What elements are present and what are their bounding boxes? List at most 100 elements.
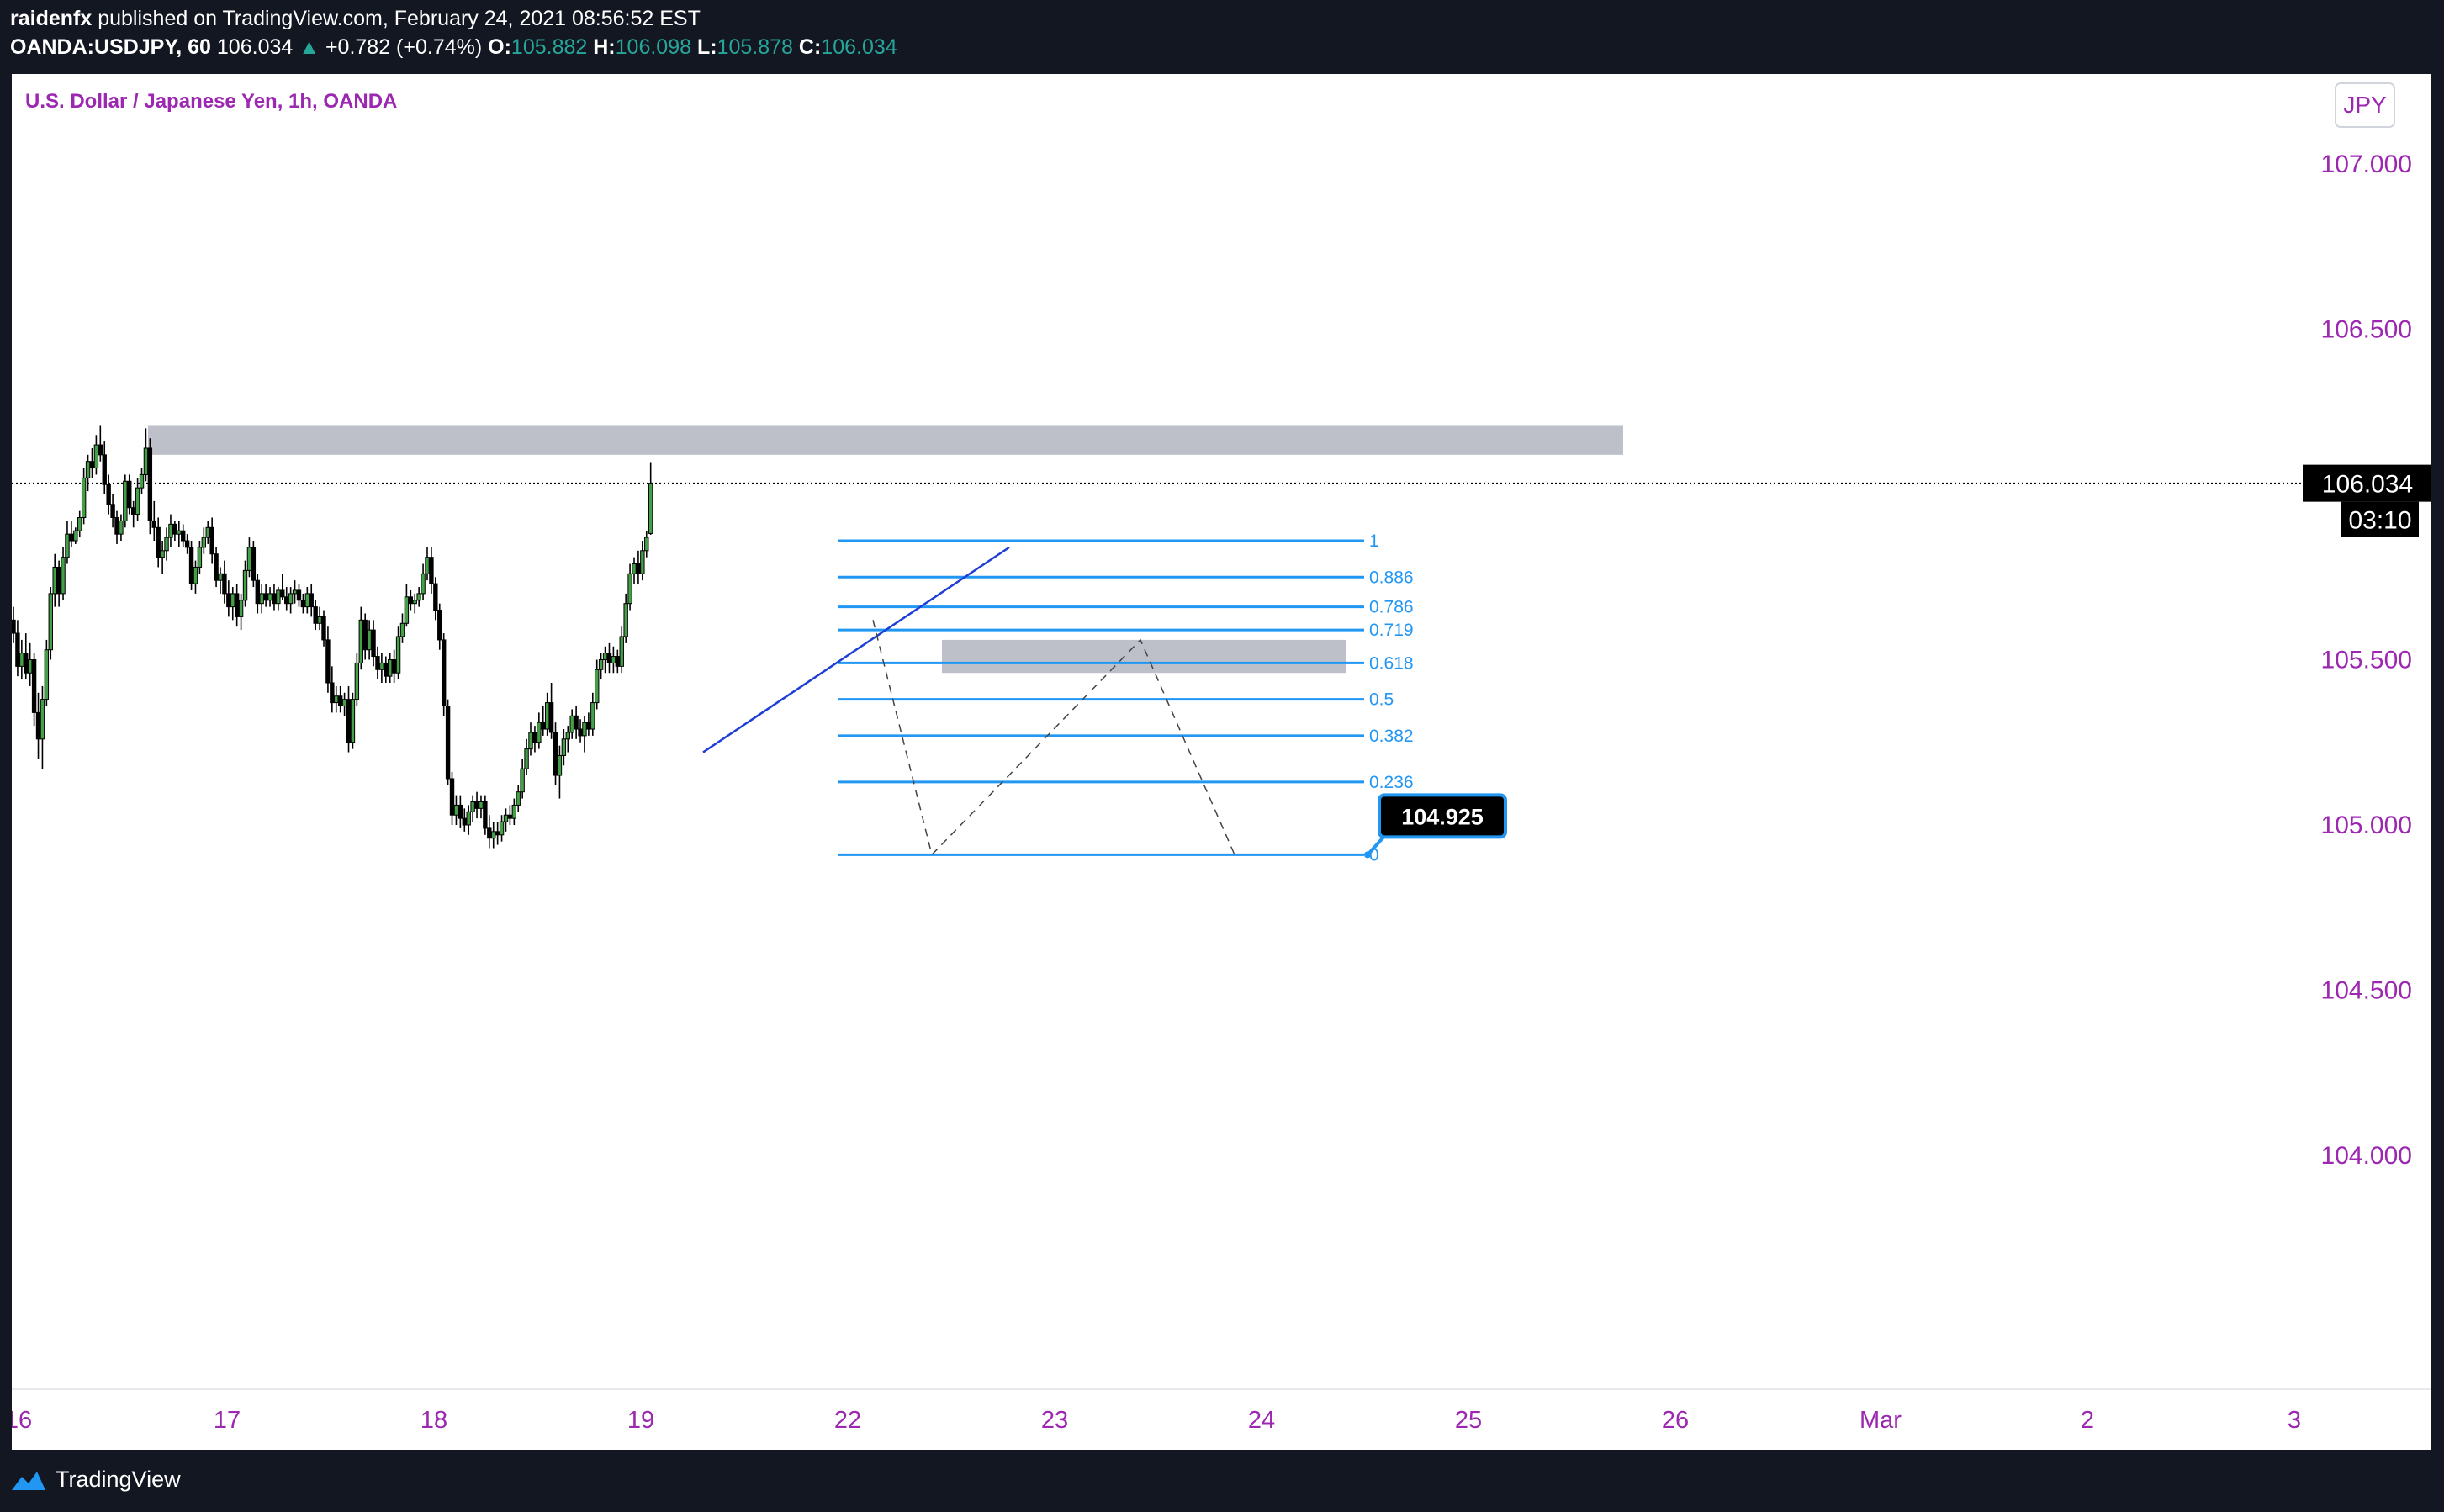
candle[interactable]: [388, 653, 393, 684]
candle[interactable]: [425, 547, 430, 581]
candle[interactable]: [151, 500, 156, 542]
candle[interactable]: [346, 685, 352, 753]
candle[interactable]: [177, 521, 182, 547]
candle[interactable]: [354, 653, 360, 706]
candle[interactable]: [582, 716, 587, 753]
candle[interactable]: [48, 587, 53, 660]
support-zone[interactable]: [942, 639, 1346, 674]
footer-brand[interactable]: TradingView: [56, 1467, 181, 1492]
candle[interactable]: [65, 521, 70, 564]
candle[interactable]: [433, 577, 438, 621]
candle[interactable]: [246, 537, 252, 578]
candle[interactable]: [503, 808, 509, 832]
candle[interactable]: [408, 589, 414, 611]
candle[interactable]: [40, 685, 45, 769]
candle[interactable]: [184, 534, 190, 554]
candle[interactable]: [483, 795, 488, 835]
candle[interactable]: [317, 606, 322, 631]
candle[interactable]: [35, 692, 41, 759]
candle[interactable]: [292, 580, 298, 604]
candle[interactable]: [458, 795, 463, 828]
candle[interactable]: [371, 620, 376, 667]
candle[interactable]: [325, 626, 331, 693]
candle[interactable]: [119, 514, 124, 542]
candle[interactable]: [367, 620, 372, 660]
candle[interactable]: [487, 815, 492, 849]
candle[interactable]: [255, 574, 260, 614]
candle[interactable]: [31, 653, 37, 727]
candle[interactable]: [11, 606, 16, 643]
candle[interactable]: [375, 646, 380, 680]
candle[interactable]: [230, 587, 235, 621]
candle[interactable]: [416, 587, 421, 607]
candle[interactable]: [524, 738, 529, 776]
candle[interactable]: [309, 584, 314, 617]
candle[interactable]: [284, 587, 289, 611]
candle[interactable]: [242, 560, 248, 607]
candle[interactable]: [586, 712, 591, 736]
candle[interactable]: [267, 587, 272, 607]
candle[interactable]: [56, 560, 61, 607]
candle[interactable]: [548, 683, 554, 739]
candle[interactable]: [61, 547, 66, 600]
candle[interactable]: [449, 772, 455, 825]
candle[interactable]: [516, 785, 521, 812]
candle[interactable]: [201, 527, 207, 554]
harmonic-pattern[interactable]: [872, 620, 1235, 856]
candle[interactable]: [640, 541, 645, 581]
candle[interactable]: [569, 709, 574, 739]
candle[interactable]: [52, 553, 57, 607]
candle[interactable]: [304, 587, 310, 614]
candle[interactable]: [143, 428, 149, 482]
candle[interactable]: [532, 726, 537, 753]
candle[interactable]: [350, 692, 356, 749]
candle[interactable]: [511, 798, 517, 825]
candle[interactable]: [391, 649, 397, 684]
candle[interactable]: [421, 563, 426, 600]
candle[interactable]: [300, 593, 306, 614]
candle[interactable]: [15, 620, 20, 677]
candle[interactable]: [218, 567, 223, 594]
candle[interactable]: [598, 653, 604, 680]
candle[interactable]: [127, 474, 132, 515]
candle[interactable]: [553, 722, 558, 785]
trendline[interactable]: [702, 546, 1010, 753]
candle[interactable]: [437, 603, 442, 650]
candle[interactable]: [561, 729, 567, 766]
candle[interactable]: [462, 808, 467, 832]
candle[interactable]: [557, 745, 563, 799]
candle[interactable]: [130, 500, 136, 528]
candle[interactable]: [27, 642, 33, 686]
currency-button[interactable]: JPY: [2335, 82, 2395, 128]
candle[interactable]: [479, 795, 484, 819]
candle[interactable]: [632, 557, 637, 584]
candle[interactable]: [276, 587, 281, 611]
candle[interactable]: [172, 521, 177, 542]
candle[interactable]: [619, 626, 624, 674]
candle[interactable]: [636, 550, 641, 584]
candle[interactable]: [334, 685, 339, 713]
candle[interactable]: [395, 626, 401, 680]
candle[interactable]: [491, 822, 496, 849]
candle[interactable]: [474, 791, 479, 819]
candle[interactable]: [197, 541, 203, 574]
candle[interactable]: [466, 805, 471, 835]
candle[interactable]: [590, 692, 595, 736]
candle[interactable]: [330, 666, 335, 713]
candle[interactable]: [644, 531, 649, 558]
candle[interactable]: [164, 527, 169, 561]
candle[interactable]: [69, 521, 74, 547]
candle[interactable]: [139, 468, 145, 494]
candle[interactable]: [520, 759, 525, 799]
candle[interactable]: [181, 524, 186, 547]
candle[interactable]: [226, 580, 231, 617]
candle[interactable]: [85, 454, 91, 492]
candle[interactable]: [623, 593, 628, 643]
candle[interactable]: [89, 447, 95, 478]
candle[interactable]: [106, 474, 111, 515]
candle[interactable]: [499, 815, 505, 842]
candle[interactable]: [565, 726, 570, 753]
candle[interactable]: [606, 642, 612, 674]
candle[interactable]: [93, 435, 99, 475]
candle[interactable]: [234, 584, 240, 627]
